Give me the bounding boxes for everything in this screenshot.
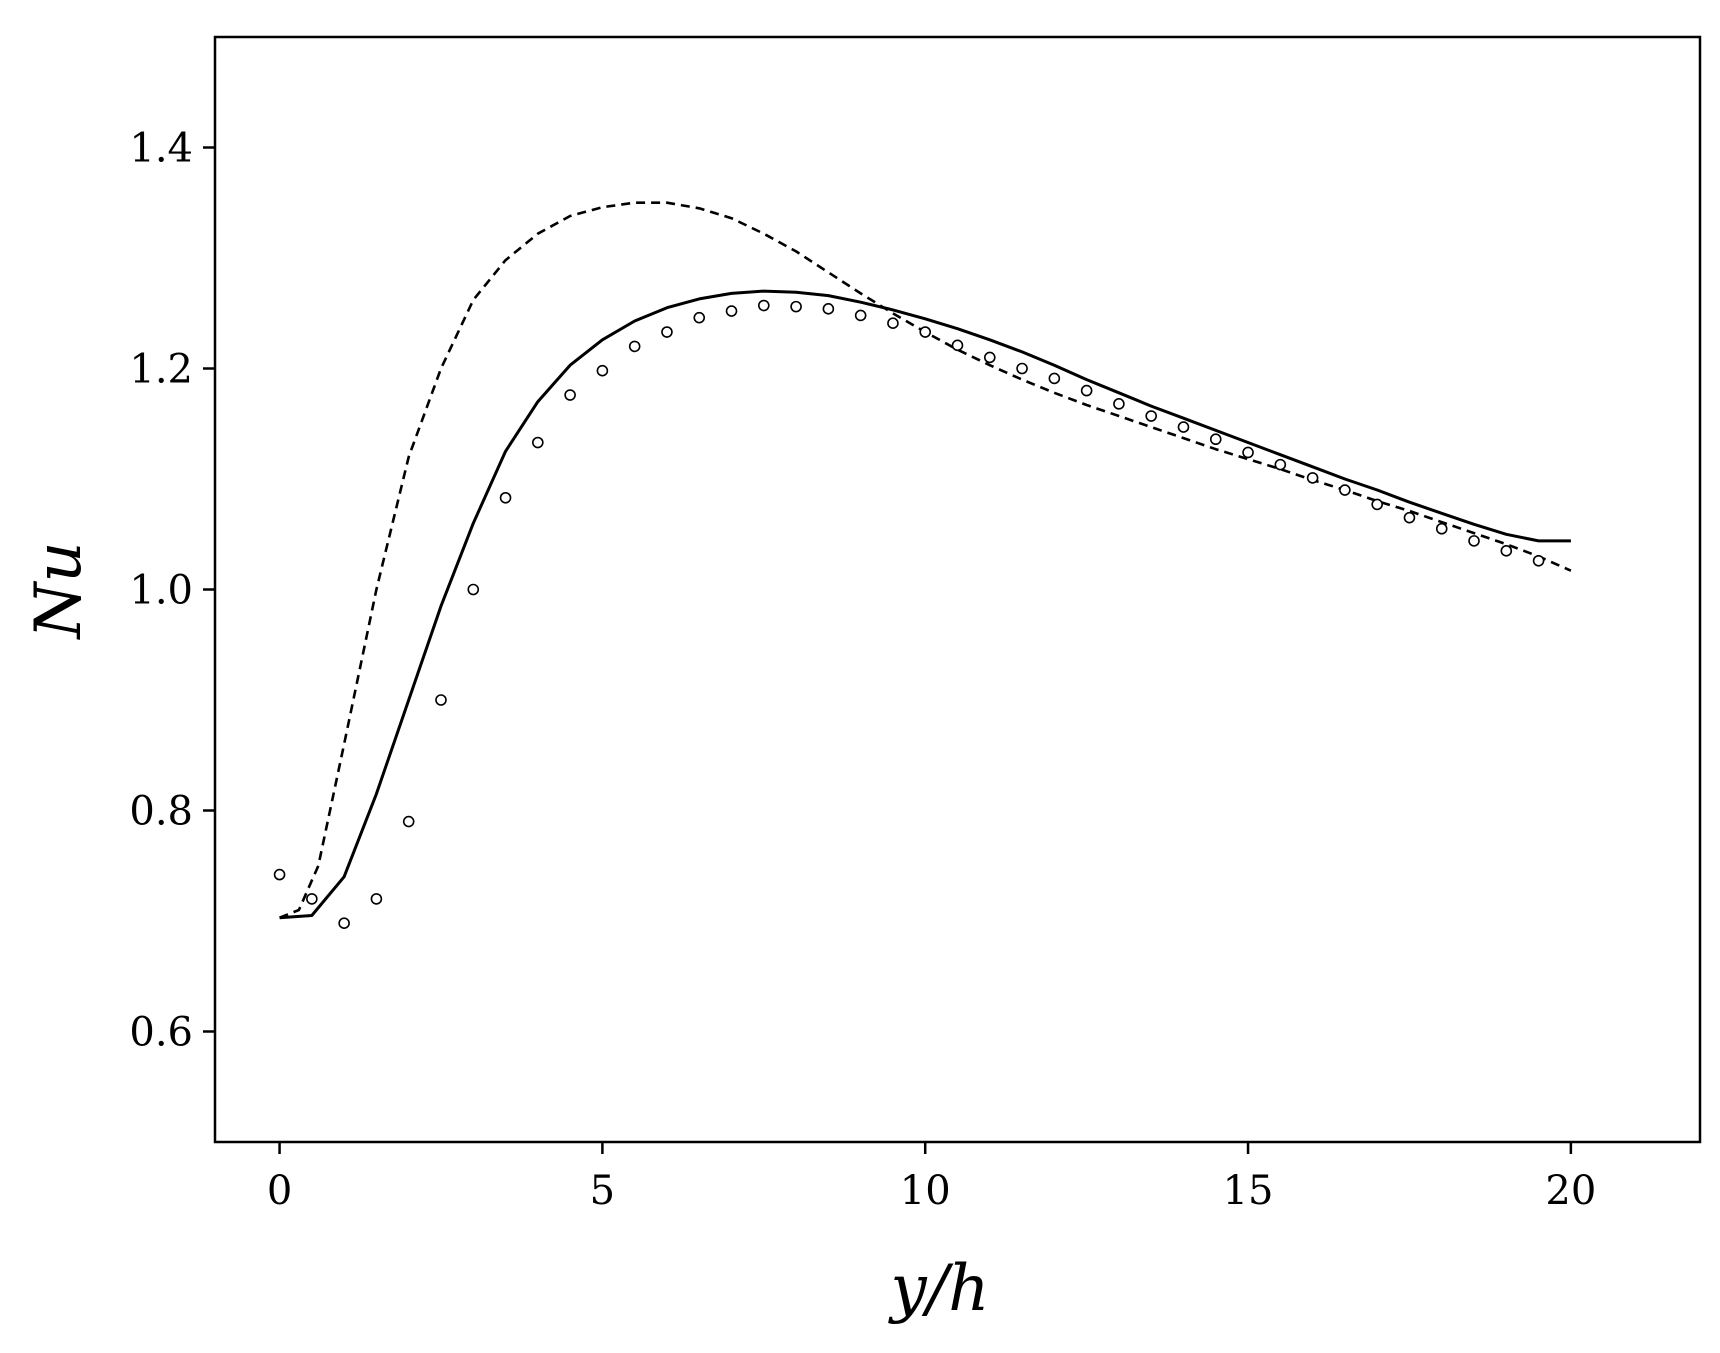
data-point (725, 305, 738, 317)
y-tick-label: 1.4 (129, 126, 193, 172)
data-point (983, 351, 996, 364)
data-point (1080, 384, 1093, 397)
data-point (1209, 433, 1222, 446)
y-tick-label: 1.2 (129, 347, 193, 393)
data-point (1242, 446, 1254, 459)
data-point (564, 389, 576, 401)
data-point (1113, 398, 1125, 410)
data-point (1403, 511, 1416, 524)
data-point (1145, 410, 1157, 422)
data-point (822, 303, 835, 315)
marker-series (273, 299, 1545, 930)
data-point (338, 917, 350, 930)
solid-line (279, 289, 1571, 920)
data-point (1532, 554, 1545, 567)
data-point (370, 893, 383, 905)
y-tick-label: 0.6 (129, 1010, 193, 1056)
x-tick-label: 5 (590, 1168, 615, 1214)
data-point (306, 893, 318, 905)
data-point (1435, 522, 1448, 535)
data-point (628, 340, 641, 353)
dashed-line (279, 201, 1572, 919)
y-axis-label: Nu (22, 541, 96, 640)
data-point (919, 326, 932, 338)
data-point (1339, 484, 1351, 496)
x-tick-label: 0 (267, 1168, 292, 1214)
data-point (532, 436, 544, 449)
x-tick-label: 20 (1545, 1168, 1596, 1214)
data-point (499, 491, 512, 504)
data-point (1371, 498, 1383, 511)
data-point (596, 364, 609, 377)
data-point (273, 868, 286, 881)
data-point (693, 311, 706, 324)
data-point (1274, 458, 1287, 471)
data-point (1468, 535, 1480, 547)
x-tick-label: 10 (900, 1168, 951, 1214)
data-point (1177, 421, 1190, 433)
x-axis-label: y/h (888, 1252, 990, 1326)
y-tick-label: 1.0 (129, 568, 193, 614)
data-point (1016, 362, 1028, 375)
data-point (1048, 372, 1061, 385)
x-tick-label: 15 (1223, 1168, 1274, 1214)
data-point (1500, 545, 1513, 557)
data-point (854, 309, 867, 322)
data-point (887, 317, 899, 329)
tick-layer: 0 5 10 15 20 0.6 0.8 1.0 1.2 1.4 (129, 126, 1596, 1215)
data-point (1306, 472, 1319, 484)
data-point (402, 815, 415, 828)
data-point (467, 583, 480, 596)
series-layer (273, 201, 1572, 930)
data-point (758, 299, 770, 312)
data-point (790, 300, 802, 313)
data-point (661, 326, 673, 338)
y-tick-label: 0.8 (129, 789, 193, 835)
data-point (951, 339, 964, 352)
data-point (435, 694, 447, 706)
